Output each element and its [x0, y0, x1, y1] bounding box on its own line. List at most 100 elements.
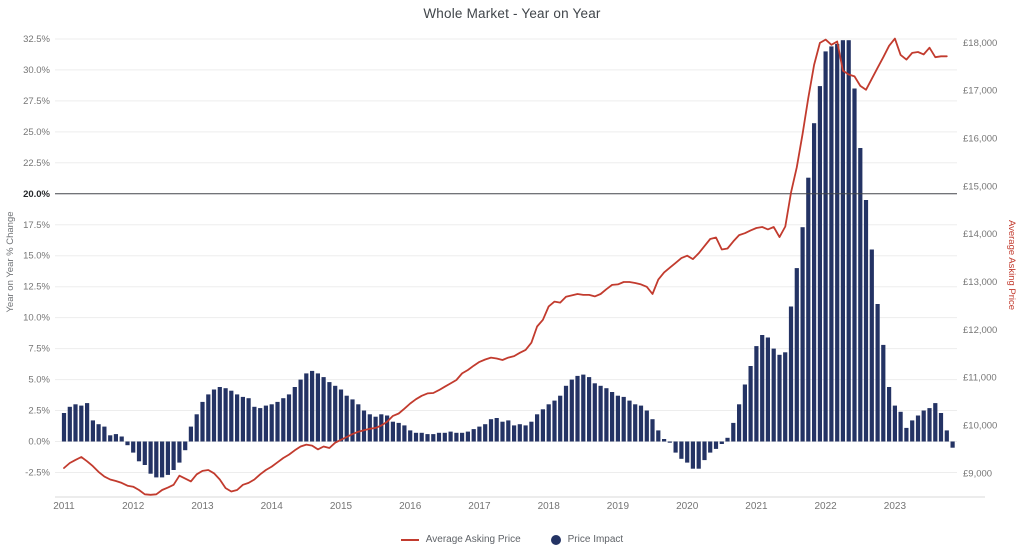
left-axis-tick-label: 15.0% [23, 251, 50, 262]
price-impact-bar [512, 425, 517, 442]
price-impact-bar [667, 441, 672, 443]
price-impact-bar [61, 413, 67, 442]
right-axis-tick-label: £15,000 [963, 181, 997, 192]
price-impact-bar [731, 422, 736, 442]
x-axis-year-label: 2015 [330, 501, 353, 512]
price-impact-bar [944, 430, 949, 442]
price-impact-bar [800, 227, 805, 442]
x-axis-year-label: 2017 [468, 501, 491, 512]
price-impact-bar [881, 344, 886, 442]
price-impact-bar [846, 40, 851, 442]
legend-label-average-asking-price: Average Asking Price [425, 534, 521, 545]
price-impact-bar [852, 88, 857, 442]
left-axis-tick-label: 12.5% [23, 282, 50, 293]
left-axis-tick-label: 5.0% [28, 375, 50, 386]
price-impact-bar [177, 441, 182, 463]
left-axis-tick-label: 22.5% [23, 158, 50, 169]
price-impact-bar [650, 419, 655, 442]
price-impact-bar [235, 394, 240, 442]
price-impact-bar [379, 414, 384, 442]
price-impact-bar [587, 377, 592, 442]
price-impact-bar [869, 249, 874, 442]
price-impact-bar [840, 40, 845, 442]
price-impact-bar [194, 414, 199, 442]
price-impact-bar [298, 379, 303, 442]
price-impact-bar [592, 383, 597, 442]
price-impact-bar [719, 441, 724, 444]
price-impact-bar [263, 405, 268, 442]
price-impact-bar [921, 410, 926, 442]
price-impact-bar [644, 410, 649, 442]
left-axis-tick-label: 2.5% [28, 406, 50, 417]
price-impact-bar [835, 43, 840, 442]
price-impact-bar [794, 268, 799, 442]
price-impact-bar [783, 352, 788, 442]
x-axis-year-label: 2014 [261, 501, 284, 512]
price-impact-bar [621, 396, 626, 442]
price-impact-bar [690, 441, 695, 469]
price-impact-bar [563, 385, 569, 442]
price-impact-bar [304, 373, 309, 442]
price-impact-bar [79, 405, 84, 442]
price-impact-bar [506, 420, 511, 442]
price-impact-bar [488, 419, 494, 442]
price-impact-bar [67, 406, 72, 442]
left-axis-tick-label: 0.0% [28, 437, 50, 448]
price-impact-bar [933, 403, 938, 442]
price-impact-bar [217, 387, 222, 442]
left-axis-tick-label: -2.5% [25, 468, 50, 479]
price-impact-bar [200, 401, 205, 442]
price-impact-bar [292, 387, 297, 442]
price-impact-bar [494, 418, 499, 442]
price-impact-bar [258, 408, 263, 442]
price-impact-bar [696, 441, 701, 469]
left-axis-tick-label: 30.0% [23, 65, 50, 76]
price-impact-bar [373, 416, 378, 442]
left-axis-tick-label: 20.0% [23, 189, 50, 200]
price-impact-bar [396, 422, 401, 442]
right-axis-tick-label: £17,000 [963, 86, 997, 97]
price-impact-bar [471, 429, 476, 442]
price-impact-bar [223, 388, 228, 442]
price-impact-bar [73, 404, 78, 442]
price-impact-bar [385, 415, 390, 442]
legend-item-average-asking-price: Average Asking Price [400, 534, 521, 545]
price-impact-bar [771, 348, 776, 442]
price-impact-bar [806, 177, 811, 442]
price-impact-bar [275, 401, 280, 442]
price-impact-bar [673, 441, 678, 453]
price-impact-bar [425, 434, 430, 442]
price-impact-bar [165, 441, 170, 475]
price-impact-bar [875, 304, 880, 442]
x-axis-year-label: 2016 [399, 501, 422, 512]
price-impact-bar [898, 411, 903, 442]
x-axis-year-label: 2011 [53, 501, 75, 512]
price-impact-bar [540, 409, 545, 442]
x-axis-year-label: 2018 [538, 501, 561, 512]
price-impact-bar [310, 370, 315, 442]
price-impact-bar [131, 441, 136, 453]
price-impact-bar [85, 403, 90, 442]
left-axis-tick-label: 32.5% [23, 34, 50, 45]
price-impact-bar [927, 408, 932, 442]
price-impact-bar [315, 373, 320, 442]
price-impact-bar [604, 388, 609, 442]
price-impact-bar [286, 394, 292, 442]
price-impact-bar [333, 385, 338, 442]
price-impact-bar [915, 415, 921, 442]
price-impact-bar [535, 414, 540, 442]
left-axis-title: Year on Year % Change [5, 211, 16, 312]
price-impact-bar [321, 377, 326, 442]
price-impact-bar [938, 413, 944, 442]
price-impact-bar [529, 421, 534, 442]
price-impact-bar [350, 399, 355, 442]
price-impact-bar [419, 432, 424, 442]
price-impact-bar [108, 435, 113, 442]
price-impact-bar [633, 404, 638, 442]
price-impact-bar [598, 385, 603, 442]
price-impact-bar [500, 421, 505, 442]
price-impact-bar [552, 400, 557, 442]
price-impact-bar [454, 432, 459, 442]
